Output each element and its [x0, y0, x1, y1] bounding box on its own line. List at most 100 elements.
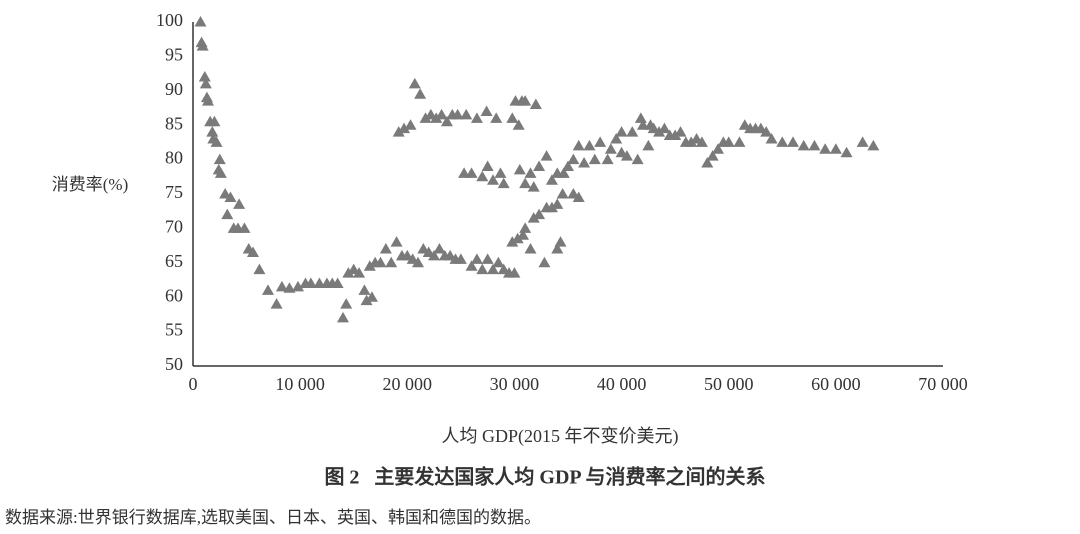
point [519, 222, 532, 233]
point [506, 112, 519, 123]
point [557, 167, 570, 178]
point [476, 170, 489, 182]
point [404, 119, 417, 130]
point [199, 77, 212, 89]
point [511, 232, 524, 244]
point [428, 249, 441, 261]
point [412, 256, 424, 268]
point [340, 298, 353, 309]
point [562, 160, 574, 171]
x-tick-label: 10 000 [275, 374, 325, 394]
point [385, 256, 398, 268]
point [517, 229, 529, 240]
point [487, 174, 499, 185]
point [365, 291, 378, 302]
point [247, 246, 259, 257]
point [454, 253, 467, 264]
point [808, 139, 821, 151]
point [540, 150, 553, 161]
point [221, 208, 234, 220]
point [392, 126, 405, 137]
point [829, 143, 842, 154]
point [626, 126, 639, 137]
point [451, 108, 464, 120]
point [435, 108, 448, 120]
point [594, 136, 607, 147]
point [840, 146, 853, 158]
point [408, 77, 421, 89]
point [701, 157, 714, 168]
point [527, 181, 540, 192]
point [304, 277, 317, 288]
point [253, 263, 266, 275]
point [492, 256, 505, 268]
point [620, 150, 633, 161]
point [572, 191, 585, 202]
point [529, 98, 542, 110]
point [588, 153, 601, 165]
point [819, 143, 832, 154]
point [470, 253, 483, 264]
point [497, 177, 510, 189]
y-tick-label: 50 [165, 354, 183, 374]
point [551, 198, 564, 209]
caption: 图 2 主要发达国家人均 GDP 与消费率之间的关系 [324, 465, 765, 489]
point [797, 139, 810, 151]
point [610, 132, 623, 144]
point [601, 153, 614, 165]
point [685, 136, 698, 147]
point [480, 105, 493, 116]
point [470, 112, 483, 123]
point [460, 108, 473, 120]
point [358, 284, 371, 295]
y-tick-label: 75 [165, 182, 183, 202]
point [353, 267, 366, 278]
point [206, 126, 219, 137]
point [487, 263, 499, 275]
point [476, 263, 489, 275]
point [615, 126, 628, 137]
y-axis-label: 消费率(%) [52, 175, 128, 194]
point [572, 139, 585, 151]
point [695, 136, 708, 147]
point [270, 298, 283, 309]
y-tick-label: 65 [165, 251, 183, 271]
point [419, 112, 432, 123]
point [776, 136, 789, 147]
point [765, 132, 778, 144]
point [433, 243, 446, 254]
point [465, 167, 478, 178]
x-tick-label: 30 000 [490, 374, 540, 394]
point [196, 40, 209, 51]
point [533, 160, 546, 171]
point [554, 236, 567, 247]
point [867, 139, 880, 151]
point [379, 243, 392, 254]
point [283, 282, 296, 293]
point [545, 201, 558, 213]
source-note: 数据来源:世界银行数据库,选取美国、日本、英国、韩国和德国的数据。 [5, 508, 541, 527]
point [414, 88, 427, 99]
point [722, 136, 735, 147]
y-tick-label: 55 [165, 320, 183, 340]
point [527, 212, 540, 223]
y-tick-label: 90 [165, 79, 183, 99]
point [440, 115, 453, 127]
point [524, 243, 537, 254]
point [331, 277, 344, 288]
point [658, 122, 671, 134]
point [533, 208, 546, 220]
point [374, 256, 387, 268]
point [202, 95, 214, 106]
point [292, 280, 304, 292]
point [674, 126, 687, 137]
y-tick-label: 70 [165, 217, 183, 237]
point [194, 16, 207, 27]
point [733, 136, 746, 147]
point [490, 112, 503, 123]
point [578, 157, 591, 168]
point [481, 253, 494, 264]
x-tick-label: 40 000 [597, 374, 647, 394]
point [653, 126, 666, 137]
point [360, 294, 373, 306]
